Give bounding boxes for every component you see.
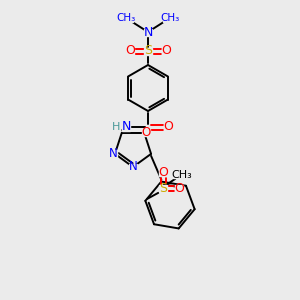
Text: O: O	[163, 121, 173, 134]
Text: S: S	[159, 182, 167, 195]
Text: S: S	[144, 44, 152, 58]
Bar	[119, 14, 133, 22]
Text: O: O	[158, 166, 168, 179]
Bar	[122, 124, 130, 130]
Bar	[129, 164, 137, 170]
Text: H: H	[112, 122, 120, 132]
Bar	[173, 171, 189, 178]
Text: N: N	[109, 147, 117, 161]
Text: CH₃: CH₃	[171, 170, 192, 180]
Text: O: O	[125, 44, 135, 58]
Text: CH₃: CH₃	[160, 13, 180, 23]
Text: N: N	[121, 121, 131, 134]
Bar	[164, 124, 172, 130]
Bar	[144, 47, 152, 55]
Text: N: N	[143, 26, 153, 38]
Bar	[142, 129, 150, 136]
Bar	[176, 185, 183, 192]
Bar	[109, 150, 117, 158]
Bar	[126, 47, 134, 55]
Text: O: O	[142, 126, 151, 139]
Text: CH₃: CH₃	[116, 13, 136, 23]
Bar	[144, 28, 152, 35]
Bar	[112, 124, 119, 130]
Bar	[162, 47, 170, 55]
Text: N: N	[129, 160, 137, 173]
Bar	[163, 14, 177, 22]
Bar	[159, 185, 167, 192]
Text: O: O	[174, 182, 184, 195]
Text: O: O	[161, 44, 171, 58]
Bar	[159, 169, 167, 176]
